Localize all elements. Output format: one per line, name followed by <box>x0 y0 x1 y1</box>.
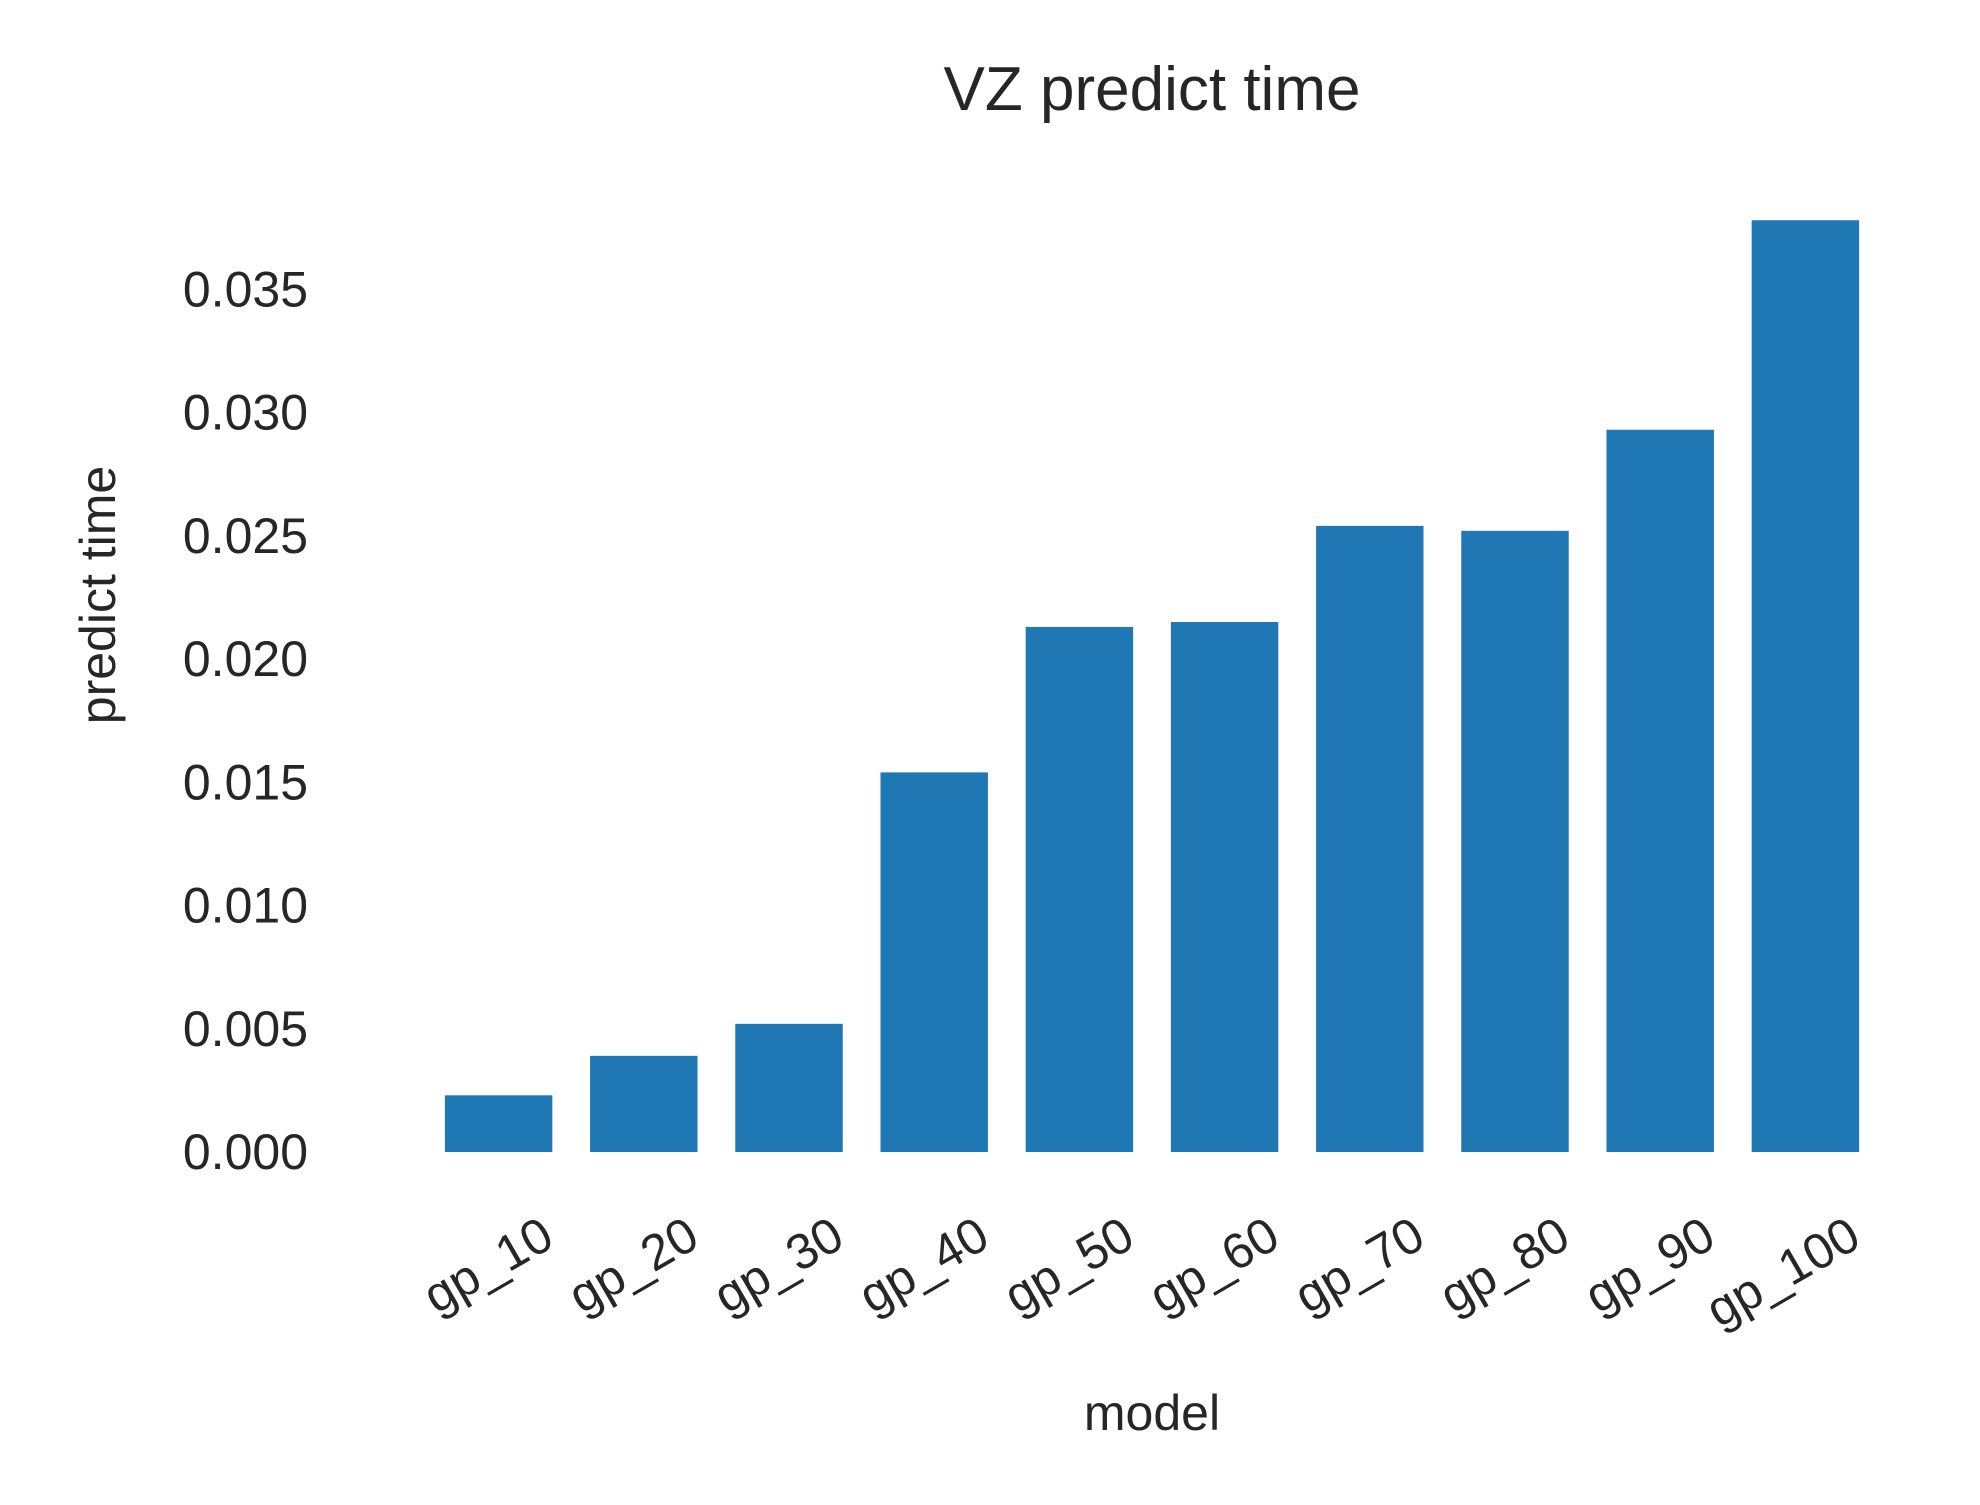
bar-gp_100 <box>1751 220 1860 1153</box>
x-tick-label: gp_60 <box>1140 1206 1288 1324</box>
y-tick-label: 0.015 <box>183 754 308 810</box>
bar-gp_50 <box>1025 626 1134 1152</box>
bar-gp_10 <box>444 1095 553 1152</box>
x-tick-label: gp_20 <box>559 1206 707 1324</box>
bars <box>444 220 1860 1153</box>
x-tick-label: gp_90 <box>1575 1206 1723 1324</box>
y-tick-label: 0.005 <box>183 1001 308 1057</box>
bar-gp_60 <box>1170 622 1279 1152</box>
y-tick-label: 0.035 <box>183 261 308 317</box>
bar-gp_30 <box>735 1023 843 1152</box>
y-tick-label: 0.020 <box>183 631 308 687</box>
bar-gp_20 <box>590 1055 698 1152</box>
y-tick-label: 0.010 <box>183 878 308 934</box>
x-tick-label: gp_80 <box>1430 1206 1578 1324</box>
x-tick-label: gp_70 <box>1285 1206 1433 1324</box>
y-tick-label: 0.000 <box>183 1124 308 1180</box>
x-tick-label: gp_10 <box>414 1206 562 1324</box>
bar-gp_90 <box>1606 429 1714 1152</box>
x-tick-label: gp_40 <box>849 1206 997 1324</box>
x-tick-labels: gp_10gp_20gp_30gp_40gp_50gp_60gp_70gp_80… <box>414 1206 1869 1338</box>
x-tick-label: gp_50 <box>994 1206 1142 1324</box>
bar-gp_40 <box>880 772 988 1152</box>
x-axis-label: model <box>1084 1385 1220 1441</box>
y-tick-label: 0.025 <box>183 508 308 564</box>
chart-title: VZ predict time <box>944 55 1361 124</box>
y-tick-label: 0.030 <box>183 385 308 441</box>
x-tick-label: gp_100 <box>1696 1206 1869 1338</box>
x-tick-label: gp_30 <box>704 1206 852 1324</box>
bar-gp_70 <box>1316 525 1424 1152</box>
y-axis-label: predict time <box>70 466 126 724</box>
y-tick-labels: 0.000 0.005 0.010 0.015 0.020 0.025 0.030 0.035 <box>183 261 308 1180</box>
bar-gp_80 <box>1461 530 1569 1152</box>
